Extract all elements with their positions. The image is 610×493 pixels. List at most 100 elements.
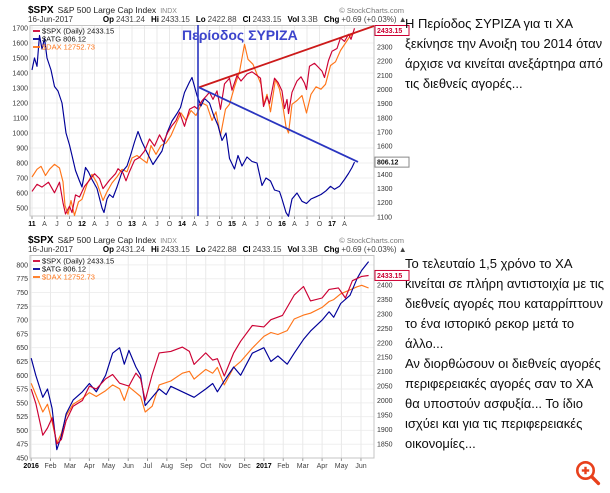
commentary-bottom: Το τελευταίο 1,5 χρόνο το ΧΑ κινείται σε… <box>405 254 608 454</box>
left-axis-label: 500 <box>16 428 28 435</box>
series-dax <box>31 32 355 217</box>
x-tick-label: 17 <box>328 221 336 228</box>
chart-symbol: $SPX <box>28 235 54 246</box>
right-axis-label: 1950 <box>377 412 393 419</box>
right-axis-label: 2250 <box>377 326 393 333</box>
quote-value: 2433.15 <box>252 245 282 254</box>
zoom-in-icon[interactable] <box>573 458 603 488</box>
series-spx <box>30 274 369 445</box>
quote-value: 2422.88 <box>207 15 237 24</box>
price-tag-text: 2433.15 <box>377 28 402 35</box>
right-axis-label: 1900 <box>377 101 393 108</box>
x-tick-label: J <box>255 221 259 228</box>
right-axis-label: 1800 <box>377 115 393 122</box>
x-tick-label: J <box>55 221 59 228</box>
x-tick-label: O <box>117 221 123 228</box>
right-axis-label: 1700 <box>377 129 393 136</box>
x-tick-label: Apr <box>84 463 96 470</box>
x-tick-label: O <box>217 221 223 228</box>
right-axis-label: 2300 <box>377 311 393 318</box>
commentary-top: Η Περίοδος ΣΥΡΙΖΑ για τι ΧΑ ξεκίνησε την… <box>405 14 608 94</box>
quote-values: Op 2431.24 Hi 2433.15 Lo 2422.88 Cl 2433.15 Vol 3… <box>97 245 407 254</box>
price-tag-box <box>374 156 410 168</box>
right-axis-label: 1400 <box>377 172 393 179</box>
quote-key: Chg <box>323 245 340 254</box>
quote-key: Chg <box>323 15 340 24</box>
quote-key: Lo <box>195 15 206 24</box>
left-axis-label: 775 <box>16 276 28 283</box>
x-tick-label: Apr <box>317 463 329 470</box>
quote-value: 2433.15 <box>160 245 190 254</box>
quote-value: 2431.24 <box>116 245 145 254</box>
x-tick-label: J <box>105 221 109 228</box>
left-axis-label: 675 <box>16 331 28 338</box>
quote-key: Op <box>102 15 115 24</box>
quote-key: Cl <box>242 15 251 24</box>
right-axis-label: 2050 <box>377 384 393 391</box>
x-tick-label: 16 <box>278 221 286 228</box>
magnifier-plus-icon <box>576 461 601 486</box>
x-tick-label: A <box>242 221 247 228</box>
left-axis-label: 1500 <box>12 56 28 63</box>
left-axis-label: 1100 <box>13 116 28 123</box>
x-tick-label: J <box>155 221 159 228</box>
quote-value: 2422.88 <box>207 245 237 254</box>
chart-plot-area: 11 A J O 12 A J O 13 A J O 14 A J O 15 A J O 16 A J O 17 A 1700 160… <box>12 25 410 228</box>
series-spx <box>31 28 356 215</box>
left-axis-label: 450 <box>16 456 28 463</box>
right-axis-label: 2000 <box>377 398 393 405</box>
chart-exchange: INDX <box>160 8 177 15</box>
x-tick-label: May <box>102 463 116 470</box>
quote-date: 16-Jun-2017 <box>28 245 73 254</box>
x-tick-label: J <box>305 221 309 228</box>
quote-value: 3.3B <box>301 245 318 254</box>
x-tick-label: A <box>92 221 97 228</box>
x-tick-label: J <box>205 221 209 228</box>
x-tick-label: Feb <box>277 463 289 470</box>
x-tick-label: A <box>192 221 197 228</box>
right-axis-label: 2100 <box>377 73 393 80</box>
price-tag-text: 2433.15 <box>377 273 402 280</box>
left-axis-label: 1200 <box>12 101 28 108</box>
right-axis-label: 1600 <box>377 144 393 151</box>
quote-key: Lo <box>195 245 206 254</box>
right-axis-label: 1100 <box>377 214 392 221</box>
quote-value: 3.3B <box>301 15 318 24</box>
price-tag-box <box>374 25 410 36</box>
x-tick-label: A <box>142 221 147 228</box>
chart-header: $SPX S&P 500 Large Cap Index INDX © Stoc… <box>2 5 408 16</box>
right-axis-label: 2150 <box>377 355 393 362</box>
x-tick-label: A <box>292 221 297 228</box>
x-tick-label: Sep <box>180 463 193 470</box>
left-axis-label: 600 <box>16 373 28 380</box>
left-axis-label: 525 <box>16 414 28 421</box>
x-tick-label: May <box>335 463 349 470</box>
commentary-bottom-text-2: Αν διορθώσουν οι διεθνείς αγορές περιφερ… <box>405 356 601 451</box>
annotation-label: Περίοδος ΣΥΡΙΖΑ <box>182 27 298 43</box>
x-tick-label: 2017 <box>256 463 272 470</box>
right-axis-label: 2300 <box>377 45 393 52</box>
quote-value: 2431.24 <box>116 15 145 24</box>
x-tick-label: Jun <box>123 463 134 470</box>
x-tick-label: 11 <box>28 221 36 228</box>
chart-index-name: S&P 500 Large Cap Index <box>57 5 157 15</box>
chart-exchange: INDX <box>160 238 177 245</box>
left-axis-label: 550 <box>16 400 28 407</box>
x-tick-label: A <box>42 221 47 228</box>
x-tick-label: O <box>317 221 323 228</box>
x-tick-label: Mar <box>297 463 310 470</box>
x-tick-label: Jun <box>355 463 366 470</box>
left-axis-label: 650 <box>16 345 28 352</box>
x-tick-label: A <box>342 221 347 228</box>
legend-label: $SPX (Daily) 2433.15 <box>42 27 114 36</box>
x-tick-label: 12 <box>78 221 86 228</box>
left-axis-label: 725 <box>16 304 28 311</box>
right-axis-label: 2200 <box>377 59 393 66</box>
right-axis-label: 2000 <box>377 87 393 94</box>
plot-border <box>29 255 375 459</box>
quote-key: Hi <box>150 245 159 254</box>
quote-key: Cl <box>242 245 251 254</box>
left-axis-label: 1300 <box>12 86 28 93</box>
left-axis-label: 1700 <box>12 26 28 33</box>
right-axis-label: 2100 <box>377 369 393 376</box>
